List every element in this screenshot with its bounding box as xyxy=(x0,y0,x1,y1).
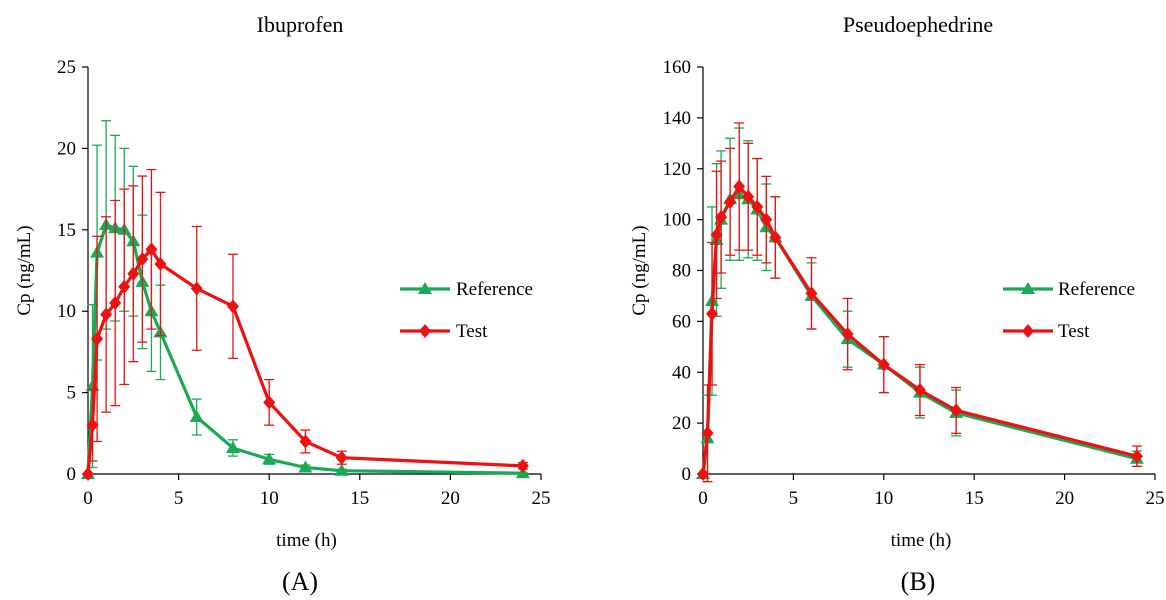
data-point-diamond xyxy=(701,426,714,441)
y-tick-label: 60 xyxy=(672,311,691,332)
data-point-diamond xyxy=(697,467,709,481)
chart-panel-a: Ibuprofen 0 5 10 15 20 25 0 5 10 15 20 25 time (h) Cp … xyxy=(14,12,551,596)
y-tick-label: 10 xyxy=(57,301,76,322)
x-axis-label: time (h) xyxy=(276,530,337,551)
data-point-diamond xyxy=(516,458,529,473)
y-tick-label: 20 xyxy=(57,138,76,159)
legend-label: Test xyxy=(456,321,488,342)
data-point-diamond xyxy=(877,357,890,372)
data-point-diamond xyxy=(751,199,764,214)
series-line xyxy=(86,223,523,475)
data-point-diamond xyxy=(724,194,737,209)
y-tick-label: 5 xyxy=(67,383,77,404)
legend: Reference Test xyxy=(400,279,533,342)
legend-marker-diamond xyxy=(419,324,431,338)
data-point-triangle xyxy=(225,440,240,453)
x-tick-label: 20 xyxy=(1055,488,1074,509)
data-point-diamond xyxy=(127,266,140,281)
data-point-diamond xyxy=(950,403,963,418)
legend-label: Test xyxy=(1058,321,1090,342)
data-point-diamond xyxy=(263,395,276,410)
data-point-diamond xyxy=(733,179,746,194)
y-tick-label: 140 xyxy=(663,108,692,129)
data-point-diamond xyxy=(1130,449,1143,464)
chart-panel-b: Pseudoephedrine 0 20 40 60 80 100 120 140 160 0 5 10… xyxy=(629,12,1165,596)
data-point-diamond xyxy=(118,279,131,294)
x-tick-label: 25 xyxy=(532,488,551,509)
legend-label: Reference xyxy=(456,279,533,300)
data-point-diamond xyxy=(100,307,113,322)
y-tick-label: 15 xyxy=(57,220,76,241)
x-tick-label: 0 xyxy=(83,488,93,509)
x-tick-label: 5 xyxy=(789,488,799,509)
legend-marker-triangle xyxy=(418,282,432,294)
data-point-triangle xyxy=(262,452,277,465)
data-point-diamond xyxy=(913,383,926,398)
chart-title: Pseudoephedrine xyxy=(843,12,993,37)
data-point-diamond xyxy=(760,212,773,227)
series-test xyxy=(82,168,529,481)
legend-marker-diamond xyxy=(1022,324,1034,338)
x-tick-label: 10 xyxy=(260,488,279,509)
chart-title: Ibuprofen xyxy=(257,12,344,37)
y-tick-label: 0 xyxy=(67,464,77,485)
data-point-triangle xyxy=(189,410,204,423)
y-tick-label: 25 xyxy=(57,57,76,78)
data-point-diamond xyxy=(154,256,167,271)
legend-marker-triangle xyxy=(1021,282,1035,294)
x-tick-label: 15 xyxy=(350,488,369,509)
y-tick-label: 160 xyxy=(663,57,692,78)
x-tick-label: 25 xyxy=(1146,488,1165,509)
data-point-diamond xyxy=(226,299,239,314)
data-point-diamond xyxy=(710,227,723,242)
data-point-triangle xyxy=(298,460,313,473)
data-point-diamond xyxy=(805,286,818,301)
x-tick-label: 10 xyxy=(874,488,893,509)
x-tick-label: 15 xyxy=(965,488,984,509)
y-tick-label: 100 xyxy=(663,210,692,231)
y-tick-label: 20 xyxy=(672,413,691,434)
legend: Reference Test xyxy=(1003,279,1135,342)
legend-label: Reference xyxy=(1058,279,1135,300)
data-point-diamond xyxy=(742,189,755,204)
data-point-diamond xyxy=(91,331,104,346)
data-point-diamond xyxy=(109,296,122,311)
y-tick-label: 120 xyxy=(663,159,692,180)
data-point-diamond xyxy=(299,434,312,449)
x-axis-label: time (h) xyxy=(891,530,952,551)
y-tick-label: 0 xyxy=(682,464,692,485)
data-point-diamond xyxy=(145,242,158,257)
x-tick-label: 0 xyxy=(698,488,708,509)
data-point-triangle xyxy=(334,463,349,476)
series-line xyxy=(86,247,523,475)
data-point-diamond xyxy=(86,418,99,433)
x-tick-label: 5 xyxy=(174,488,184,509)
panel-label: (A) xyxy=(282,567,318,596)
data-point-diamond xyxy=(190,281,203,296)
y-axis-label: Cp (ng/mL) xyxy=(629,225,650,315)
data-point-diamond xyxy=(335,450,348,465)
y-tick-label: 80 xyxy=(672,261,691,282)
data-point-diamond xyxy=(136,252,149,267)
data-point-diamond xyxy=(82,467,94,481)
y-tick-label: 40 xyxy=(672,362,691,383)
series-reference xyxy=(696,127,1144,483)
data-point-diamond xyxy=(715,210,728,225)
data-point-diamond xyxy=(769,230,782,245)
data-point-diamond xyxy=(706,306,719,321)
y-axis-label: Cp (ng/mL) xyxy=(14,225,35,315)
x-tick-label: 20 xyxy=(441,488,460,509)
panel-label: (B) xyxy=(901,567,936,596)
data-point-diamond xyxy=(841,327,854,342)
series-test xyxy=(697,122,1143,483)
